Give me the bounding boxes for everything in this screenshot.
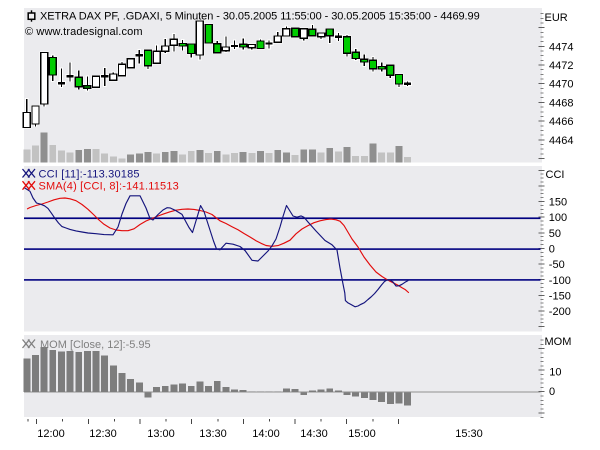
svg-text:10: 10 <box>549 366 561 378</box>
svg-text:14:30: 14:30 <box>300 428 328 440</box>
svg-text:4472: 4472 <box>549 60 573 72</box>
svg-text:MOM [Close, 12]:-5.95: MOM [Close, 12]:-5.95 <box>40 339 151 351</box>
svg-text:-200: -200 <box>549 306 571 318</box>
svg-text:4468: 4468 <box>549 97 573 109</box>
svg-text:150: 150 <box>549 197 567 209</box>
svg-text:4474: 4474 <box>549 41 573 53</box>
svg-text:12:30: 12:30 <box>89 428 117 440</box>
svg-text:14:00: 14:00 <box>252 428 280 440</box>
svg-text:MOM: MOM <box>545 336 572 348</box>
svg-text:CCI: CCI <box>546 169 565 181</box>
svg-text:-50: -50 <box>549 259 565 271</box>
svg-text:4466: 4466 <box>549 116 573 128</box>
svg-text:50: 50 <box>549 228 561 240</box>
svg-text:0: 0 <box>549 243 555 255</box>
svg-text:XETRA DAX PF, .GDAXI, 5 Minute: XETRA DAX PF, .GDAXI, 5 Minuten - 30.05.… <box>40 11 480 23</box>
svg-text:-150: -150 <box>549 290 571 302</box>
svg-text:4464: 4464 <box>549 135 573 147</box>
svg-text:0: 0 <box>549 386 555 398</box>
svg-text:4470: 4470 <box>549 79 573 91</box>
svg-text:© www.tradesignal.com: © www.tradesignal.com <box>25 26 143 38</box>
svg-text:15:00: 15:00 <box>348 428 376 440</box>
svg-text:-100: -100 <box>549 275 571 287</box>
svg-text:15:30: 15:30 <box>455 428 483 440</box>
svg-text:100: 100 <box>549 212 567 224</box>
svg-text:12:00: 12:00 <box>37 428 65 440</box>
svg-text:SMA(4) [CCI, 8]:-141.11513: SMA(4) [CCI, 8]:-141.11513 <box>39 181 179 193</box>
svg-text:EUR: EUR <box>545 12 568 24</box>
svg-text:13:00: 13:00 <box>147 428 175 440</box>
svg-text:CCI [11]:-113.30185: CCI [11]:-113.30185 <box>39 169 140 181</box>
svg-text:13:30: 13:30 <box>199 428 227 440</box>
